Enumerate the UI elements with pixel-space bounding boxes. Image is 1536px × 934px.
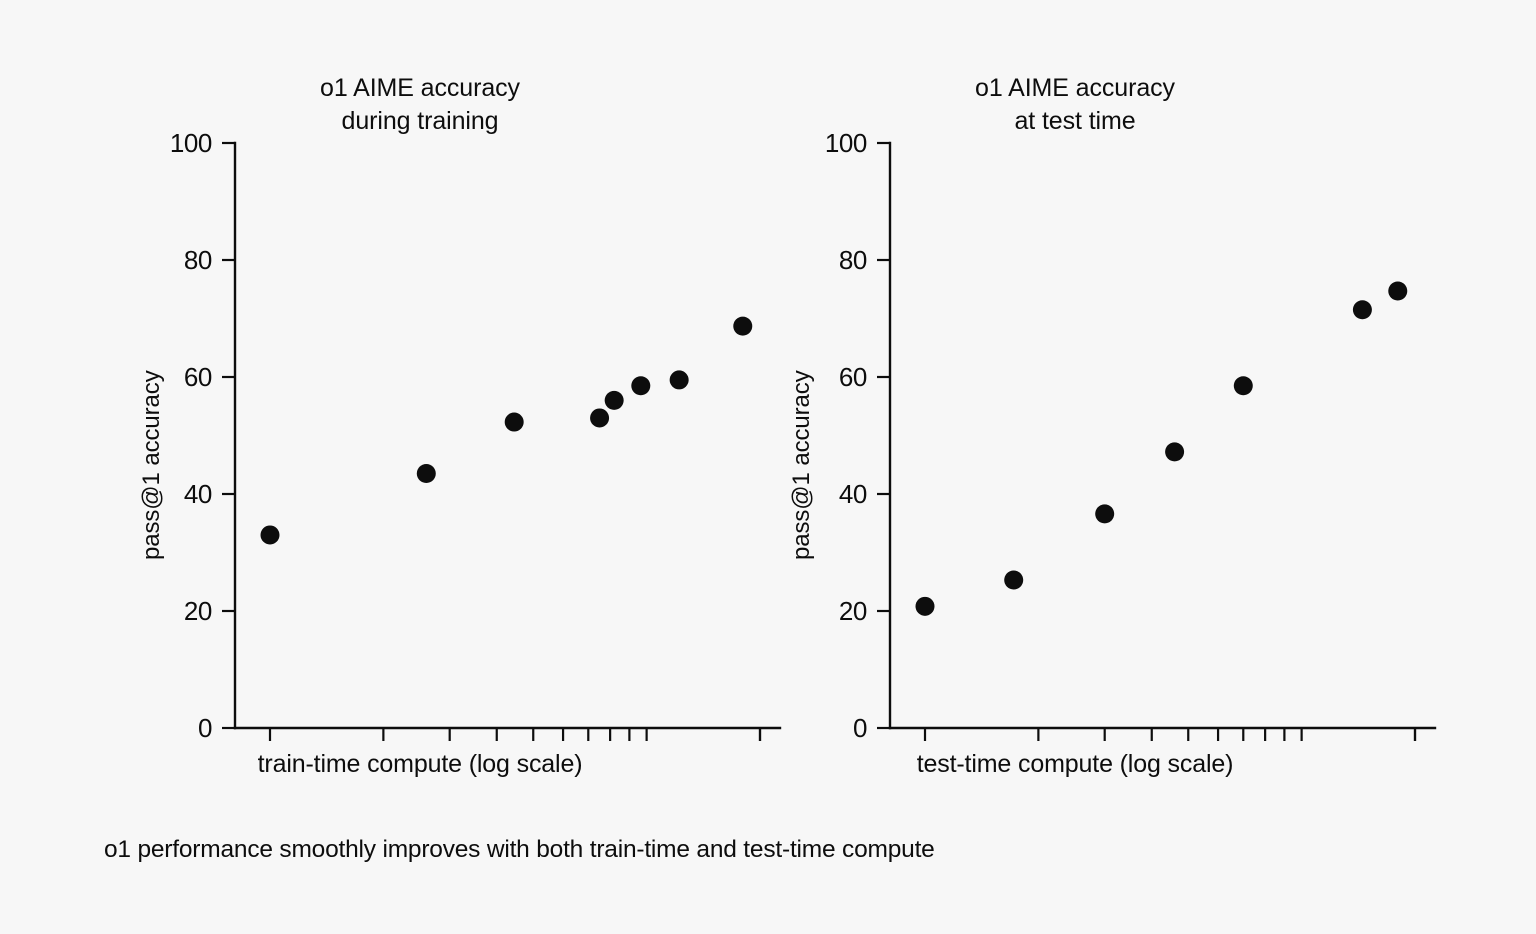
data-point-train-2: 52.3: [504, 412, 524, 432]
x-axis-label-train-time: train-time compute (log scale): [257, 750, 583, 778]
data-point-train-1: 43.5: [416, 464, 436, 484]
data-point-test-3: 47.2: [1165, 442, 1185, 462]
chart-panel-train-time: o1 AIME accuracy during training 0 20 40 60…: [70, 0, 782, 810]
y-tick-label-test-40: 40: [839, 479, 867, 509]
y-tick-label-train-60: 60: [184, 362, 212, 392]
data-point-train-5: 58.5: [631, 376, 651, 396]
data-point-test-1: 25.3: [1004, 570, 1024, 590]
y-tick-label-test-0: 0: [853, 713, 867, 743]
y-axis-label-train-time: pass@1 accuracy: [138, 370, 165, 560]
data-point-train-3: 53: [590, 408, 610, 428]
y-tick-label-test-100: 100: [825, 128, 867, 158]
panel-container: o1 AIME accuracy during training 0 20 40 60…: [70, 0, 1437, 810]
y-tick-label-train-20: 20: [184, 596, 212, 626]
data-point-train-6: 59.5: [669, 370, 689, 390]
data-point-test-5: 71.5: [1352, 300, 1372, 320]
y-tick-label-train-0: 0: [198, 713, 212, 743]
data-point-train-0: 33: [260, 525, 280, 545]
figure-caption: o1 performance smoothly improves with bo…: [104, 836, 935, 863]
y-axis-label-test-time: pass@1 accuracy: [788, 370, 815, 560]
data-point-test-0: 20.8: [915, 596, 935, 616]
y-tick-label-train-40: 40: [184, 479, 212, 509]
scatter-plot-test-time: 0 20 40 60 80 100 20.8 25.3 36.6 47.2 58.5 71.5 74.7: [825, 128, 1437, 743]
scatter-plot-train-time: 0 20 40 60 80 100 33 43.5 52.3 5356 58.5 59.5 68.7: [170, 128, 782, 743]
x-axis-label-test-time: test-time compute (log scale): [916, 750, 1234, 778]
data-points-train: 33 43.5 52.3 5356 58.5 59.5 68.7: [260, 316, 753, 545]
data-point-train-4: 56: [604, 390, 624, 410]
chart-panel-test-time: o1 AIME accuracy at test time 0 20 40 60 80 1…: [725, 0, 1437, 810]
y-tick-label-test-20: 20: [839, 596, 867, 626]
y-tick-label-test-80: 80: [839, 245, 867, 275]
data-point-test-6: 74.7: [1388, 281, 1408, 301]
data-point-train-7: 68.7: [733, 316, 753, 336]
data-point-test-4: 58.5: [1233, 376, 1253, 396]
data-point-test-2: 36.6: [1095, 504, 1115, 524]
y-tick-label-train-80: 80: [184, 245, 212, 275]
y-tick-label-train-100: 100: [170, 128, 212, 158]
panel-title-train-time: o1 AIME accuracy during training: [320, 74, 520, 135]
data-points-test: 20.8 25.3 36.6 47.2 58.5 71.5 74.7: [915, 281, 1408, 616]
y-tick-label-test-60: 60: [839, 362, 867, 392]
panel-title-test-time: o1 AIME accuracy at test time: [975, 74, 1175, 135]
